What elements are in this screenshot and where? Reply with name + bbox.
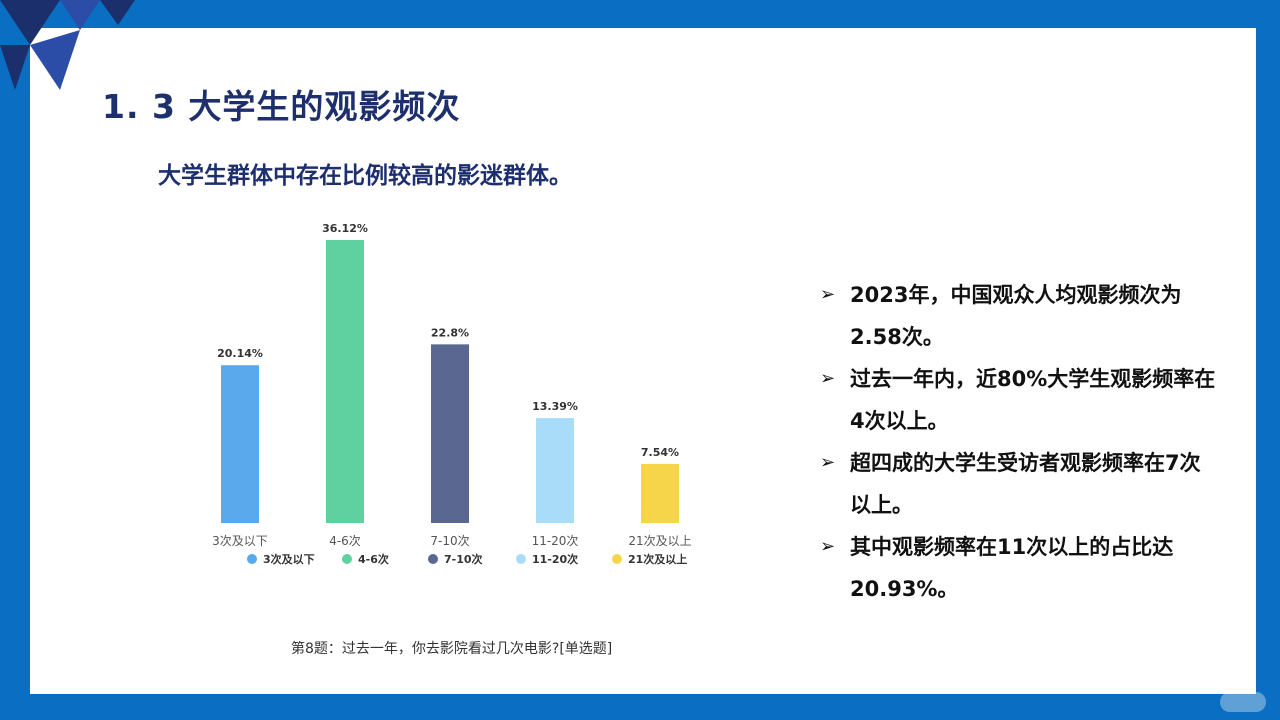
bar-1: [221, 365, 259, 523]
legend-entry: 11-20次: [532, 552, 578, 566]
legend-entry: 7-10次: [444, 552, 483, 566]
data-label: 7.54%: [641, 446, 679, 459]
bar-5: [641, 463, 679, 523]
data-label: 20.14%: [217, 347, 263, 360]
bullet-list: ➢ 2023年，中国观众人均观影频次为2.58次。 ➢ 过去一年内，近80%大学生观…: [820, 274, 1220, 610]
arrow-right-icon: ➢: [820, 452, 836, 473]
corner-triangles-decoration: [0, 0, 135, 90]
legend-entry: 21次及以上: [628, 552, 687, 566]
legend-entry: 3次及以下: [263, 552, 315, 566]
legend-dot: [247, 554, 257, 564]
bullet-item: ➢ 过去一年内，近80%大学生观影频率在4次以上。: [820, 358, 1220, 442]
arrow-right-icon: ➢: [820, 536, 836, 557]
legend-dot: [516, 554, 526, 564]
slide-title: 1. 3 大学生的观影频次: [102, 87, 461, 126]
data-label: 13.39%: [532, 400, 578, 413]
bar-2: [326, 240, 364, 523]
watermark: [1220, 692, 1266, 712]
x-tick-label: 3次及以下: [212, 534, 268, 548]
legend-entry: 4-6次: [358, 552, 389, 566]
arrow-right-icon: ➢: [820, 368, 836, 389]
bar-3: [431, 344, 469, 523]
bullet-item: ➢ 其中观影频率在11次以上的占比达20.93%。: [820, 526, 1220, 610]
x-tick-label: 21次及以上: [628, 534, 691, 548]
legend-dot: [428, 554, 438, 564]
bullet-item: ➢ 超四成的大学生受访者观影频率在7次以上。: [820, 442, 1220, 526]
data-label: 36.12%: [322, 222, 368, 235]
question-caption: 第8题：过去一年，你去影院看过几次电影?[单选题]: [291, 641, 613, 657]
x-tick-label: 7-10次: [430, 534, 469, 548]
x-tick-label: 4-6次: [329, 534, 361, 548]
data-label: 22.8%: [431, 326, 469, 339]
legend-dot: [612, 554, 622, 564]
bar-4: [536, 418, 574, 523]
bullet-item: ➢ 2023年，中国观众人均观影频次为2.58次。: [820, 274, 1220, 358]
legend-dot: [342, 554, 352, 564]
slide-subtitle: 大学生群体中存在比例较高的影迷群体。: [158, 163, 572, 189]
arrow-right-icon: ➢: [820, 284, 836, 305]
bar-chart: 20.14% 3次及以下 36.12% 4-6次 22.8% 7-10次 13.39% 11-…: [212, 222, 691, 566]
slide: 1. 3 大学生的观影频次 大学生群体中存在比例较高的影迷群体。 ➢ 2023年，…: [30, 28, 1256, 694]
x-tick-label: 11-20次: [532, 534, 579, 548]
